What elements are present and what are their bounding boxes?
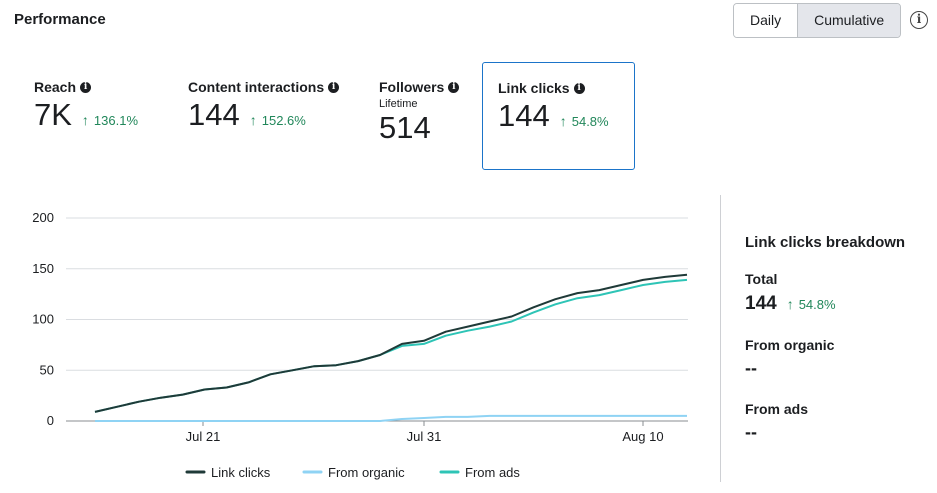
series-line-from-ads [94,278,688,413]
metric-row: 144 ↑ 54.8% [498,98,634,134]
legend-label: Link clicks [211,465,271,480]
info-icon[interactable]: i [573,82,585,94]
breakdown-total-delta-value: 54.8% [798,296,836,312]
x-tick-label: Jul 21 [186,429,221,444]
metric-value: 144 [188,97,240,132]
metric-delta-value: 54.8% [571,113,609,129]
y-tick-label: 150 [32,261,54,276]
metric-row: 144 ↑ 152.6% [188,97,339,133]
metric-label: Reach [34,79,77,95]
metric-value: 514 [379,110,431,145]
metric-label-wrap: Content interactions i [188,79,340,95]
breakdown-ads-value: -- [745,422,757,442]
arrow-up-icon: ↑ [559,113,567,129]
page-title: Performance [14,11,106,28]
metric-label: Content interactions [188,79,325,95]
cumulative-button[interactable]: Cumulative [797,4,901,37]
x-tick-label: Jul 31 [407,429,442,444]
y-tick-label: 50 [40,362,54,377]
arrow-up-icon: ↑ [786,296,794,312]
metric-label-wrap: Followers i [379,79,460,95]
divider [720,195,721,482]
breakdown-panel: Link clicks breakdown Total 144 ↑ 54.8% … [745,234,905,443]
legend-label: From organic [328,465,405,480]
metric-delta: ↑ 152.6% [250,112,306,128]
breakdown-title: Link clicks breakdown [745,234,906,251]
metric-value: 144 [498,98,550,133]
metric-delta-value: 152.6% [261,112,306,128]
info-icon[interactable]: i [448,81,460,93]
metric-link-clicks[interactable]: Link clicks i 144 ↑ 54.8% [482,62,635,170]
x-tick-label: Aug 10 [622,429,663,444]
breakdown-organic-value: -- [745,358,757,378]
metric-label: Followers [379,79,445,95]
series-line-from-organic [95,414,687,422]
series-line-link-clicks [94,273,688,413]
breakdown-total-value: 144 [745,293,777,314]
breakdown-organic-label: From organic [745,337,835,353]
breakdown-total-delta: ↑ 54.8% [787,296,836,312]
arrow-up-icon: ↑ [81,112,89,128]
metric-row: 7K ↑ 136.1% [34,97,138,133]
breakdown-total-label: Total [745,271,778,287]
breakdown-total-row: 144 ↑ 54.8% [745,293,905,315]
link-clicks-chart: 0 50 100 150 200 Jul 21 Jul 31 Aug 10 Link click… [32,210,688,480]
metric-label-wrap: Link clicks i [498,80,634,96]
y-tick-label: 200 [32,210,54,225]
metric-label: Link clicks [498,80,570,96]
y-tick-label: 100 [32,312,54,327]
view-toggle: Daily Cumulative [733,3,902,38]
info-icon[interactable]: i [328,81,340,93]
daily-button[interactable]: Daily [734,4,798,37]
arrow-up-icon: ↑ [249,112,257,128]
metric-content-interactions[interactable]: Content interactions i 144 ↑ 152.6% [188,62,340,170]
metric-delta: ↑ 136.1% [82,112,138,128]
breakdown-ads-label: From ads [745,401,809,417]
metric-delta-value: 136.1% [93,112,139,128]
metric-row: 514 [379,110,459,146]
metric-followers[interactable]: Followers i Lifetime 514 [379,62,460,170]
metric-delta: ↑ 54.8% [560,113,609,129]
info-icon[interactable]: i [910,11,928,29]
info-icon[interactable]: i [80,81,92,93]
y-tick-label: 0 [47,413,54,428]
metric-reach[interactable]: Reach i 7K ↑ 136.1% [34,62,138,170]
metric-value: 7K [34,97,72,132]
metric-sub: Lifetime [379,98,418,110]
metric-label-wrap: Reach i [34,79,138,95]
legend-label: From ads [465,465,520,480]
